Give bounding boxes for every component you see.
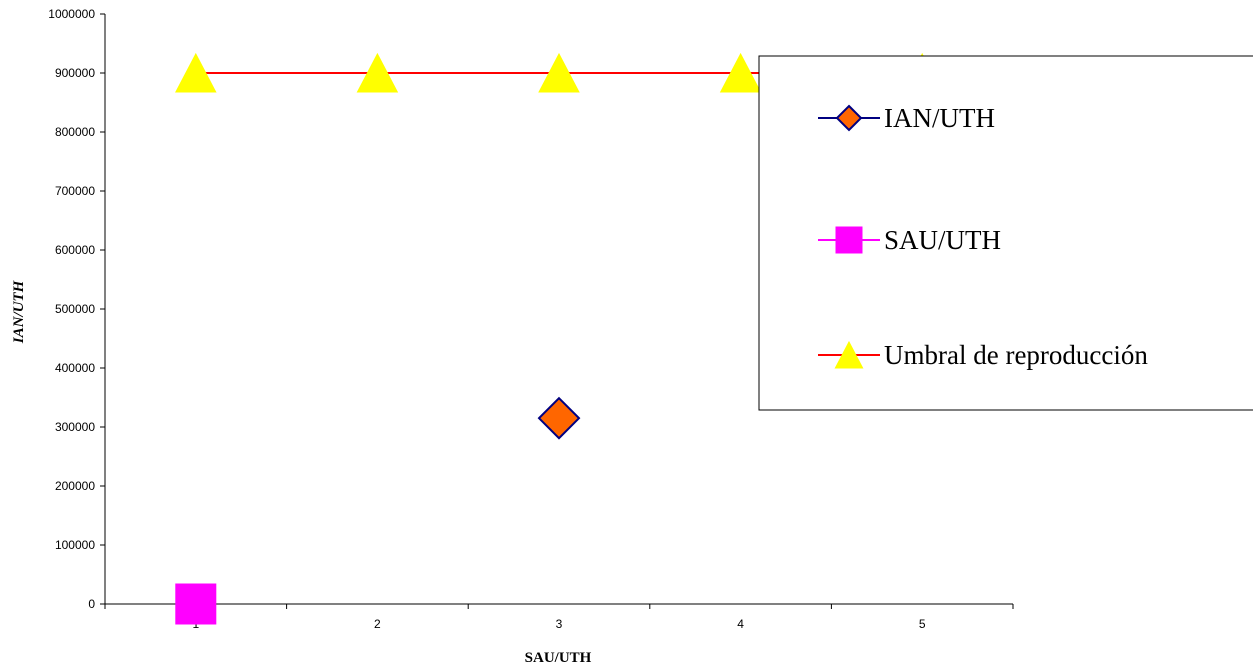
y-tick-label: 500000: [55, 302, 95, 316]
y-tick-label: 900000: [55, 66, 95, 80]
legend-marker: [835, 104, 863, 132]
data-point: [175, 52, 217, 93]
data-point: [537, 396, 581, 440]
legend-item-umbral-de-reproduccion: Umbral de reproducción: [818, 340, 1148, 370]
y-axis-title: IAN/UTH: [11, 279, 27, 344]
data-point: [538, 52, 580, 93]
legend-marker: [834, 340, 864, 369]
y-tick-label: 300000: [55, 420, 95, 434]
x-axis-title: SAU/UTH: [525, 650, 592, 666]
axes: 0 100000 200000 300000 400000 500000 600000 700…: [48, 7, 1014, 631]
legend-label: Umbral de reproducción: [884, 340, 1148, 370]
x-tick-label: 5: [919, 617, 926, 631]
y-tick-label: 400000: [55, 361, 95, 375]
legend-item-ian-uth: IAN/UTH: [818, 103, 995, 133]
legend-marker: [835, 226, 863, 254]
y-tick-label: 100000: [55, 538, 95, 552]
y-tick-label: 700000: [55, 184, 95, 198]
legend-label: IAN/UTH: [884, 103, 995, 133]
x-tick-label: 4: [737, 617, 744, 631]
x-tick-label: 2: [374, 617, 381, 631]
legend: IAN/UTH SAU/UTH Umbral de reproducción: [758, 55, 1253, 411]
y-tick-label: 800000: [55, 125, 95, 139]
plot-area: [175, 52, 943, 625]
data-point: [175, 583, 217, 625]
y-tick-label: 200000: [55, 479, 95, 493]
y-tick-label: 0: [88, 597, 95, 611]
series-sau-uth: [175, 583, 217, 625]
data-point: [356, 52, 399, 93]
legend-label: SAU/UTH: [884, 225, 1001, 255]
x-tick-label: 3: [556, 617, 563, 631]
series-ian-uth: [537, 396, 581, 440]
y-tick-label: 600000: [55, 243, 95, 257]
legend-item-sau-uth: SAU/UTH: [818, 225, 1001, 255]
data-point: [719, 52, 762, 93]
y-tick-label: 1000000: [48, 7, 95, 21]
